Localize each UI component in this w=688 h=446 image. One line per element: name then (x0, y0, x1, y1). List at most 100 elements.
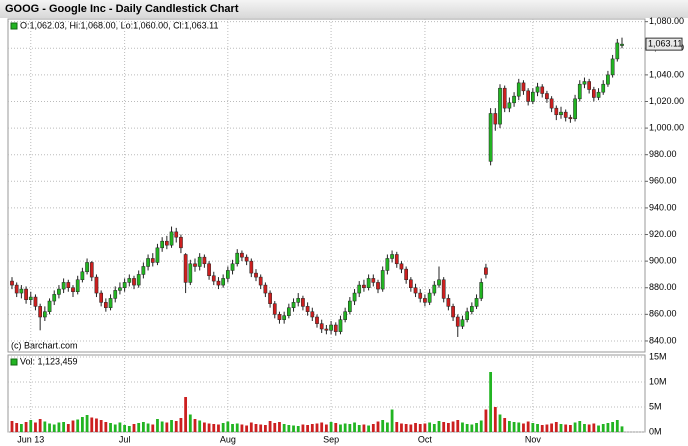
candle-body (385, 258, 390, 271)
volume-bar (404, 424, 408, 432)
volume-bar (165, 422, 169, 432)
candle-body (136, 274, 141, 286)
volume-bar (315, 423, 319, 432)
volume-bar (620, 426, 624, 432)
candle-body (390, 254, 394, 259)
candle-body (498, 87, 502, 125)
candle-body (10, 280, 14, 286)
candle-body (52, 294, 57, 302)
volume-tick-label: 10M (649, 376, 667, 386)
volume-bar (80, 417, 84, 432)
candle-body (244, 256, 249, 262)
volume-bar (174, 421, 178, 432)
volume-bar (343, 423, 347, 432)
candle-body (291, 302, 296, 308)
y-tick-label: 940.00 (649, 202, 677, 212)
volume-panel (7, 354, 646, 433)
candle-body (150, 258, 155, 263)
candle-body (75, 279, 80, 292)
y-tick-label: 1,080.00 (649, 16, 684, 26)
volume-bar (615, 420, 619, 432)
candle-body (310, 311, 315, 318)
volume-bar (231, 424, 234, 432)
candle-body (559, 111, 563, 116)
candle-body (216, 280, 221, 286)
volume-bar (578, 421, 582, 432)
candle-body (338, 319, 343, 332)
candle-body (71, 287, 75, 292)
volume-bar (240, 424, 244, 432)
volume-bar (587, 424, 591, 432)
candle-body (620, 43, 624, 46)
volume-bar (376, 421, 380, 432)
volume-bar (437, 421, 441, 432)
candle-body (329, 324, 333, 331)
candle-body (563, 111, 568, 118)
volume-bar (287, 425, 291, 432)
candle-body (366, 278, 371, 288)
candle-body (432, 284, 437, 294)
volume-bar (451, 421, 455, 432)
volume-bar (282, 424, 286, 432)
candle-body (57, 288, 61, 295)
volume-bar (24, 422, 28, 432)
volume-bar (456, 420, 460, 432)
candle-body (484, 267, 488, 275)
ohlc-legend: O:1,062.03, Hi:1,068.00, Lo:1,060.00, Cl… (20, 20, 218, 30)
volume-tick-label: 5M (649, 401, 662, 411)
y-tick-label: 1,020.00 (649, 96, 684, 106)
volume-bar (348, 424, 352, 432)
y-tick-label: 1,000.00 (649, 122, 684, 132)
volume-bar (43, 421, 47, 432)
volume-bar (381, 420, 385, 432)
x-tick-label: Sep (323, 434, 339, 444)
candle-body (479, 282, 484, 299)
volume-bar (357, 425, 361, 432)
volume-bar (564, 424, 568, 432)
volume-bar (188, 414, 192, 432)
volume-bar (184, 397, 188, 432)
volume-bar (292, 425, 295, 432)
volume-bar (259, 424, 263, 432)
candle-body (315, 316, 319, 324)
volume-bar (540, 425, 544, 432)
candle-body (324, 328, 329, 331)
candle-body (14, 284, 19, 294)
volume-bar (310, 424, 314, 432)
y-tick-label: 980.00 (649, 149, 677, 159)
volume-bar (507, 421, 511, 432)
volume-bar (221, 423, 225, 432)
volume-bar (151, 424, 155, 432)
volume-bar (29, 420, 33, 432)
candle-body (521, 82, 526, 92)
volume-bar (329, 422, 333, 432)
volume-bar (66, 424, 70, 432)
candle-body (272, 303, 277, 315)
candle-body (38, 306, 43, 318)
x-tick-label: Oct (418, 434, 433, 444)
volume-bar (475, 423, 478, 432)
candle-body (193, 263, 197, 267)
y-tick-label: 840.00 (649, 335, 677, 345)
volume-bar (132, 424, 136, 432)
candle-body (357, 284, 362, 294)
candle-body (103, 302, 108, 308)
candle-body (446, 298, 451, 307)
volume-bar (423, 423, 427, 432)
volume-bar (19, 424, 23, 432)
candle-body (277, 314, 282, 320)
volume-bar (217, 424, 220, 432)
candle-body (179, 236, 183, 249)
candle-body (596, 91, 601, 98)
y-tick-label: 860.00 (649, 309, 677, 319)
y-tick-label: 900.00 (649, 256, 677, 266)
volume-bar (57, 422, 61, 432)
candle-body (282, 315, 287, 320)
candle-body (423, 298, 427, 303)
volume-bar (254, 424, 258, 432)
candle-body (164, 240, 169, 246)
candle-body (451, 306, 455, 318)
volume-bar (597, 425, 600, 432)
candle-body (155, 247, 160, 263)
candle-body (413, 287, 418, 294)
